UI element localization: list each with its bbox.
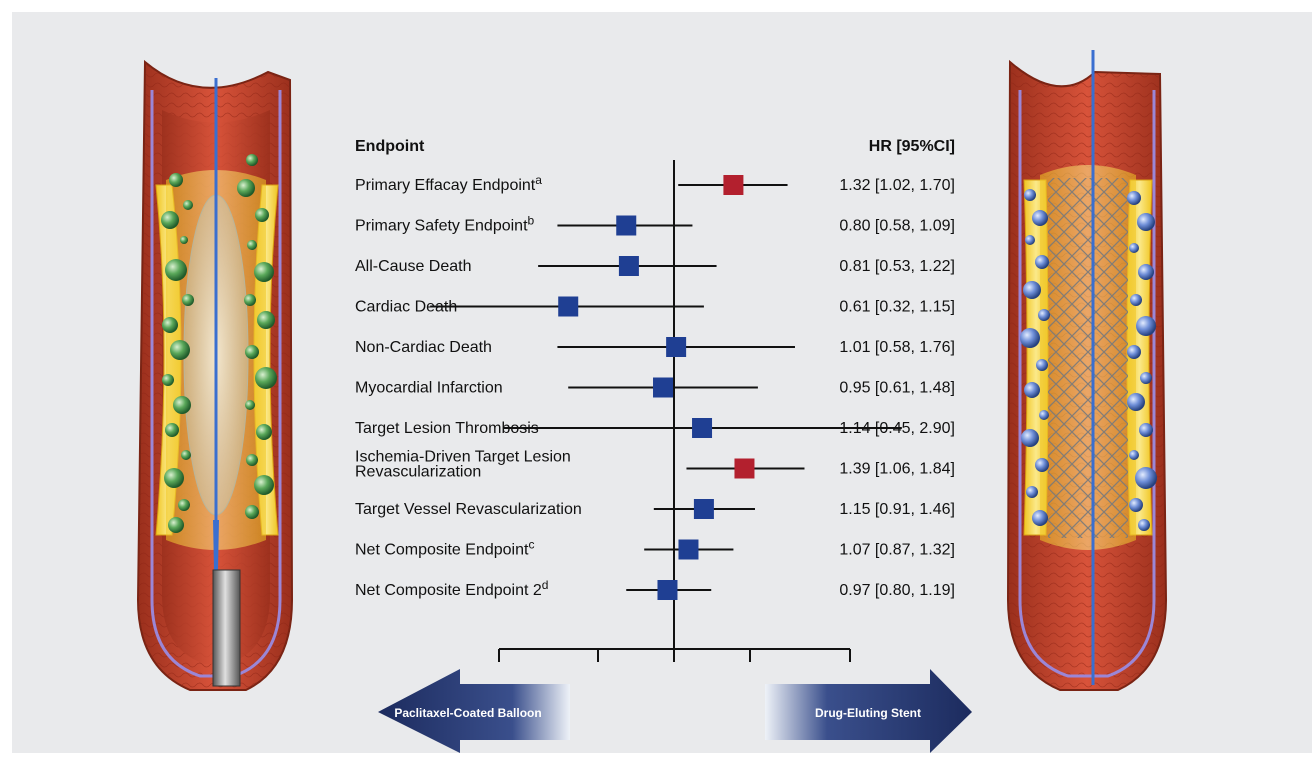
row-label: Net Composite Endpointc bbox=[355, 538, 534, 559]
forest-row: Net Composite Endpointc 1.07 [0.87, 1.32] bbox=[355, 538, 955, 560]
row-hr-ci: 1.07 [0.87, 1.32] bbox=[839, 542, 955, 559]
row-hr-ci: 0.97 [0.80, 1.19] bbox=[839, 582, 955, 599]
forest-row: All-Cause Death 0.81 [0.53, 1.22] bbox=[355, 256, 955, 276]
stent-drug-beads bbox=[1020, 189, 1157, 531]
row-label-superscript: d bbox=[542, 578, 549, 592]
hr-point-box bbox=[616, 215, 637, 236]
row-label: Primary Safety Endpointb bbox=[355, 214, 535, 235]
row-label-line: Cardiac Death bbox=[355, 299, 457, 316]
row-label-line: Primary Safety Endpoint bbox=[355, 218, 528, 235]
row-label-superscript: b bbox=[528, 214, 535, 228]
row-label: Cardiac Death bbox=[355, 299, 457, 316]
arrow-favors-stent: Drug-Eluting Stent bbox=[765, 669, 972, 753]
forest-rows: Primary Effacay Endpointa 1.32 [1.02, 1.7… bbox=[355, 173, 955, 600]
hr-point-box bbox=[678, 539, 699, 560]
row-label-line: Net Composite Endpoint bbox=[355, 542, 529, 559]
row-label-line: Revascularization bbox=[355, 464, 481, 481]
forest-row: Target Lesion Thrombosis 1.14 [0.45, 2.90… bbox=[355, 418, 955, 438]
row-label: Primary Effacay Endpointa bbox=[355, 173, 542, 194]
header-hr-ci: HR [95%CI] bbox=[869, 138, 955, 155]
catheter-icon bbox=[212, 569, 241, 687]
arrow-right-label: Drug-Eluting Stent bbox=[815, 706, 921, 720]
row-label-line: Net Composite Endpoint 2 bbox=[355, 582, 542, 599]
forest-row: Myocardial Infarction 0.95 [0.61, 1.48] bbox=[355, 377, 955, 398]
balloon-drug-beads bbox=[161, 154, 277, 533]
stent-mesh bbox=[1048, 178, 1128, 538]
header-endpoint: Endpoint bbox=[355, 138, 425, 155]
hr-point-box bbox=[734, 458, 755, 479]
row-label: Myocardial Infarction bbox=[355, 380, 503, 397]
row-label-line: Primary Effacay Endpoint bbox=[355, 177, 536, 194]
row-label: Non-Cardiac Death bbox=[355, 339, 492, 356]
column-headers: Endpoint HR [95%CI] bbox=[355, 138, 955, 155]
row-hr-ci: 0.80 [0.58, 1.09] bbox=[839, 218, 955, 235]
row-label-line: All-Cause Death bbox=[355, 258, 472, 275]
forest-row: Target Vessel Revascularization 1.15 [0.9… bbox=[355, 499, 955, 519]
hr-point-box bbox=[693, 499, 714, 519]
balloon-vessel-illustration bbox=[136, 59, 294, 691]
row-label: Target Lesion Thrombosis bbox=[355, 420, 539, 437]
row-label: Net Composite Endpoint 2d bbox=[355, 578, 548, 599]
row-hr-ci: 1.39 [1.06, 1.84] bbox=[839, 461, 955, 478]
arrow-favors-balloon: Paclitaxel-Coated Balloon bbox=[378, 669, 570, 753]
row-label-superscript: c bbox=[528, 538, 534, 552]
hr-point-box bbox=[666, 337, 687, 357]
hr-point-box bbox=[618, 256, 639, 276]
hr-point-box bbox=[692, 418, 713, 438]
row-label-line: Non-Cardiac Death bbox=[355, 339, 492, 356]
forest-row: Net Composite Endpoint 2d 0.97 [0.80, 1.1… bbox=[355, 578, 955, 600]
row-label: Target Vessel Revascularization bbox=[355, 501, 582, 518]
row-label: All-Cause Death bbox=[355, 258, 472, 275]
forest-row: Cardiac Death 0.61 [0.32, 1.15] bbox=[355, 296, 955, 317]
row-hr-ci: 1.15 [0.91, 1.46] bbox=[839, 501, 955, 518]
arrow-left-label: Paclitaxel-Coated Balloon bbox=[394, 706, 541, 720]
row-hr-ci: 0.61 [0.32, 1.15] bbox=[839, 299, 955, 316]
plot-axis bbox=[498, 160, 851, 662]
row-hr-ci: 1.01 [0.58, 1.76] bbox=[839, 339, 955, 356]
row-hr-ci: 0.95 [0.61, 1.48] bbox=[839, 380, 955, 397]
row-hr-ci: 1.14 [0.45, 2.90] bbox=[839, 420, 955, 437]
row-label-line: Myocardial Infarction bbox=[355, 380, 503, 397]
hr-point-box bbox=[653, 377, 674, 398]
row-hr-ci: 1.32 [1.02, 1.70] bbox=[839, 177, 955, 194]
row-label-line: Ischemia-Driven Target Lesion bbox=[355, 449, 571, 466]
forest-row: Primary Safety Endpointb 0.80 [0.58, 1.09… bbox=[355, 214, 955, 236]
row-hr-ci: 0.81 [0.53, 1.22] bbox=[839, 258, 955, 275]
hr-point-box bbox=[657, 580, 678, 600]
hr-point-box bbox=[723, 175, 744, 195]
row-label-line: Target Vessel Revascularization bbox=[355, 501, 582, 518]
forest-row: Primary Effacay Endpointa 1.32 [1.02, 1.7… bbox=[355, 173, 955, 195]
row-label-superscript: a bbox=[535, 173, 542, 187]
forest-row: Non-Cardiac Death 1.01 [0.58, 1.76] bbox=[355, 337, 955, 357]
stent-vessel-illustration bbox=[1006, 50, 1168, 691]
forest-row: Ischemia-Driven Target Lesion Revasculari… bbox=[355, 449, 955, 481]
row-label: Ischemia-Driven Target Lesion Revasculari… bbox=[355, 449, 571, 481]
hr-point-box bbox=[558, 296, 579, 317]
row-label-line: Target Lesion Thrombosis bbox=[355, 420, 539, 437]
